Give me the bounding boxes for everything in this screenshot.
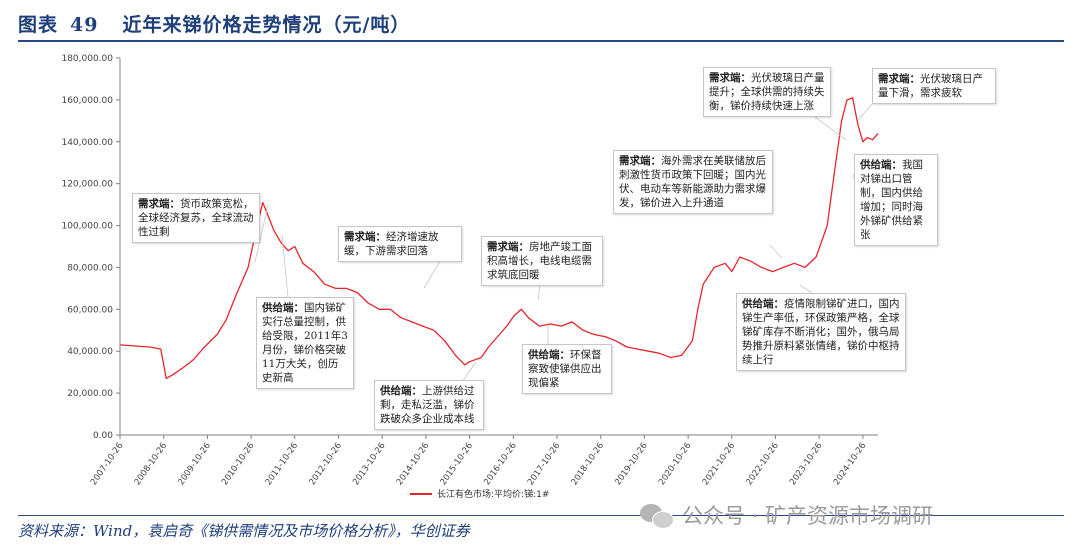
annotation-text: 经济增速放缓，下游需求回落 — [344, 231, 439, 257]
annotation-2013-demand: 需求端：经济增速放缓，下游需求回落 — [338, 226, 462, 262]
x-tick-label: 2008-10-26 — [133, 441, 170, 487]
watermark-text: 公众号 · 矿产资源市场调研 — [682, 504, 934, 528]
footer-rule — [18, 515, 1064, 516]
x-tick-label: 2017-10-26 — [526, 441, 563, 487]
x-tick-label: 2012-10-26 — [307, 441, 344, 487]
x-tick-label: 2009-10-26 — [176, 441, 213, 487]
y-tick-label: 20,000.00 — [67, 389, 113, 399]
annotation-2024-demand-weak: 需求端：光伏玻璃日产量下滑，需求疲软 — [872, 68, 996, 104]
annotation-2011-supply: 供给端：国内锑矿实行总量控制，供给受限，2011年3月份，锑价格突破 11万大关… — [256, 297, 354, 389]
annotation-leader-line — [814, 116, 847, 141]
annotation-2010-demand: 需求端：货币政策宽松，全球经济复苏，全球流动性过剩 — [132, 193, 260, 243]
y-tick-label: 160,000.00 — [61, 96, 113, 106]
y-tick-label: 80,000.00 — [67, 263, 113, 273]
annotation-head: 供给端： — [528, 349, 570, 361]
annotation-text: 房地产竣工面积高增长，电线电缆需求筑底回暖 — [487, 241, 592, 281]
legend-label: 长江有色市场:平均价:锑:1# — [437, 488, 549, 500]
annotation-leader-line — [769, 244, 783, 259]
source-note: 资料来源：Wind，袁启奇《锑供需情况及市场价格分析》，华创证券 — [18, 522, 470, 540]
annotation-text: 疫情限制锑矿进口，国内锑生产率低，环保政策严格，全球锑矿库存不断消化；国外，俄乌… — [742, 298, 900, 366]
y-tick-label: 140,000.00 — [61, 138, 113, 148]
annotation-2017-supply: 供给端：环保督察致使锑供应出现偏紧 — [522, 344, 612, 394]
title-rule — [18, 40, 1064, 42]
y-tick-label: 180,000.00 — [61, 54, 113, 64]
annotation-text: 光伏玻璃日产量提升；全球供需的持续失衡，锑价持续快速上涨 — [709, 72, 825, 112]
figure-number: 49 — [70, 14, 99, 36]
annotation-text: 海外需求在美联储放后刺激性货币政策下回暖；国内光伏、电动车等新能源助力需求爆发，… — [619, 155, 766, 209]
annotation-2024-supply: 供给端：我国对锑出口管制，国内供给增加；同时海外锑矿供给紧张 — [854, 154, 938, 246]
annotation-leader-line — [799, 284, 813, 294]
y-tick-label: 40,000.00 — [67, 347, 113, 357]
annotation-2015-supply: 供给端：上游供给过剩，走私泛滥，锑价跌破众多企业成本线 — [374, 380, 484, 430]
x-tick-label: 2024-10-26 — [832, 441, 869, 487]
annotation-text: 国内锑矿实行总量控制，供给受限，2011年3月份，锑价格突破 11万大关，创历史… — [262, 302, 348, 384]
y-tick-label: 100,000.00 — [61, 222, 113, 232]
x-tick-label: 2022-10-26 — [744, 441, 781, 487]
y-tick-label: 120,000.00 — [61, 180, 113, 190]
figure-label: 图表 — [18, 14, 59, 36]
y-tick-label: 60,000.00 — [67, 305, 113, 315]
annotation-text: 上游供给过剩，走私泛滥，锑价跌破众多企业成本线 — [380, 385, 475, 425]
wechat-icon — [640, 502, 674, 529]
annotation-head: 供给端： — [742, 298, 784, 310]
annotation-text: 我国对锑出口管制，国内供给增加；同时海外锑矿供给紧张 — [860, 159, 923, 241]
x-tick-label: 2011-10-26 — [264, 441, 301, 487]
annotation-2016-demand: 需求端：房地产竣工面积高增长，电线电缆需求筑底回暖 — [481, 236, 603, 286]
annotation-text: 货币政策宽松，全球经济复苏，全球流动性过剩 — [138, 198, 254, 238]
annotation-2021-demand: 需求端：海外需求在美联储放后刺激性货币政策下回暖；国内光伏、电动车等新能源助力需… — [613, 150, 773, 214]
annotation-head: 需求端： — [138, 198, 180, 210]
annotation-text: 光伏玻璃日产量下滑，需求疲软 — [878, 73, 983, 99]
figure-title: 图表 49 近年来锑价格走势情况（元/吨） — [18, 10, 410, 37]
x-tick-label: 2015-10-26 — [438, 441, 475, 487]
x-tick-label: 2023-10-26 — [788, 441, 825, 487]
x-tick-label: 2007-10-26 — [89, 441, 126, 487]
x-tick-label: 2020-10-26 — [657, 441, 694, 487]
annotation-head: 需求端： — [619, 155, 661, 167]
figure-title-text: 近年来锑价格走势情况（元/吨） — [122, 14, 411, 36]
annotation-leader-line — [281, 234, 289, 298]
x-tick-label: 2013-10-26 — [351, 441, 388, 487]
annotation-head: 需求端： — [344, 231, 386, 243]
annotation-head: 供给端： — [262, 302, 304, 314]
annotation-head: 供给端： — [380, 385, 422, 397]
annotation-leader-line — [461, 361, 477, 383]
x-tick-label: 2016-10-26 — [482, 441, 519, 487]
annotation-head: 需求端： — [878, 73, 920, 85]
y-tick-label: 0.00 — [93, 431, 113, 441]
annotation-head: 需求端： — [709, 72, 751, 84]
annotation-leader-line — [857, 103, 873, 121]
x-tick-label: 2018-10-26 — [570, 441, 607, 487]
x-tick-label: 2019-10-26 — [613, 441, 650, 487]
annotation-text: 环保督察致使锑供应出现偏紧 — [528, 349, 602, 389]
annotation-leader-line — [254, 204, 269, 263]
annotation-2022-supply: 供给端：疫情限制锑矿进口，国内锑生产率低，环保政策严格，全球锑矿库存不断消化；国… — [736, 293, 906, 371]
x-tick-label: 2021-10-26 — [701, 441, 738, 487]
annotation-leader-line — [423, 260, 441, 289]
annotation-2024-demand-rise: 需求端：光伏玻璃日产量提升；全球供需的持续失衡，锑价持续快速上涨 — [703, 67, 831, 117]
annotation-head: 需求端： — [487, 241, 529, 253]
x-tick-label: 2010-10-26 — [220, 441, 257, 487]
watermark: 公众号 · 矿产资源市场调研 — [640, 500, 933, 530]
x-tick-label: 2014-10-26 — [395, 441, 432, 487]
annotation-head: 供给端： — [860, 159, 902, 171]
